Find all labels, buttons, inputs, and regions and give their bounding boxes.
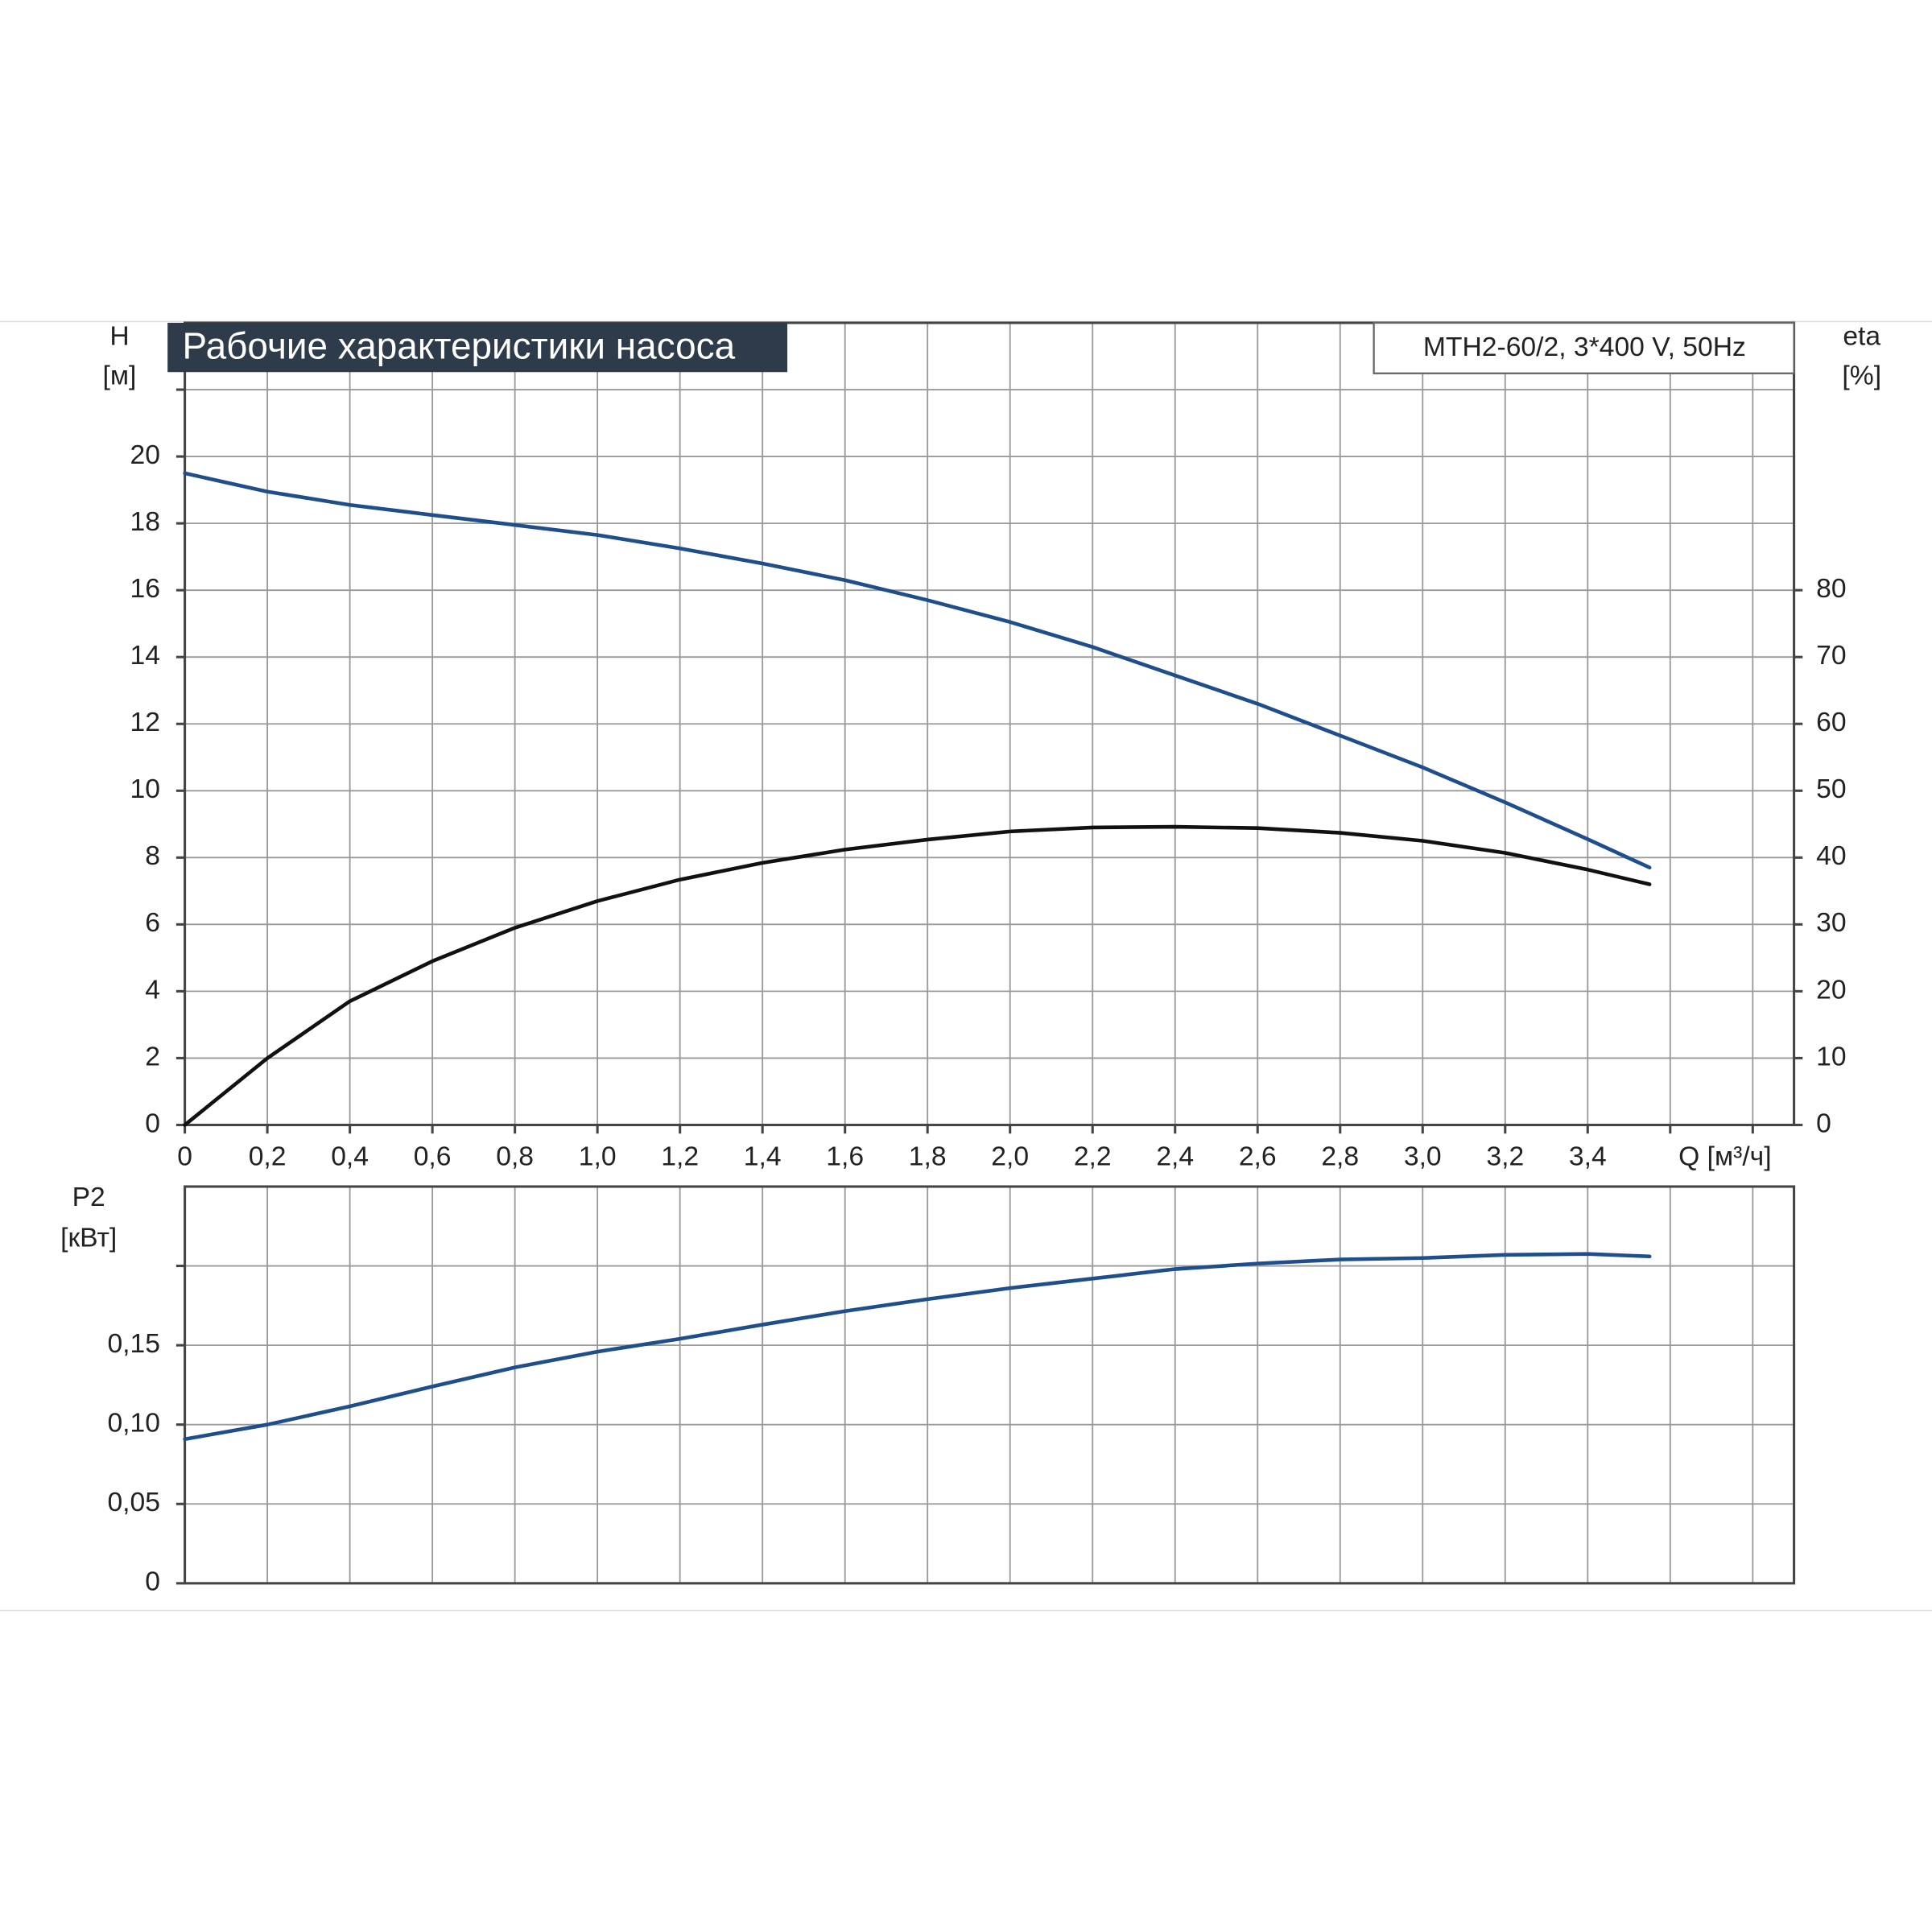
y2-tick-label: 10: [1816, 1042, 1846, 1071]
chart-title: Рабочие характеристики насоса: [183, 324, 736, 366]
chart-subtitle: MTH2-60/2, 3*400 V, 50Hz: [1423, 332, 1746, 362]
y-axis-unit: [м]: [103, 361, 137, 390]
y2-axis-unit: [%]: [1842, 361, 1881, 390]
y-tick-label: 0,15: [107, 1329, 160, 1359]
x-tick-label: 1,4: [744, 1142, 782, 1172]
plot-frame: [184, 321, 1796, 1126]
x-tick-label: 0,8: [496, 1142, 534, 1172]
x-tick-label: 1,6: [826, 1142, 864, 1172]
y2-tick-label: 0: [1816, 1108, 1831, 1138]
curve: [183, 824, 1652, 1127]
y-tick-label: 14: [130, 641, 160, 671]
y2-tick-label: 40: [1816, 841, 1846, 871]
title-box: [167, 323, 788, 373]
y2-tick-label: 70: [1816, 641, 1846, 671]
x-tick-label: 1,2: [661, 1142, 699, 1172]
x-tick-label: 0,6: [414, 1142, 452, 1172]
x-tick-label: 2,4: [1156, 1142, 1194, 1172]
x-tick-label: 2,6: [1239, 1142, 1277, 1172]
curve: [183, 471, 1652, 869]
x-tick-label: 3,0: [1404, 1142, 1442, 1172]
x-tick-label: 0,2: [249, 1142, 287, 1172]
subtitle-box: [1373, 321, 1795, 374]
y2-tick-label: 20: [1816, 975, 1846, 1005]
y-tick-label: 20: [130, 440, 160, 470]
x-tick-label: 1,8: [909, 1142, 947, 1172]
y-tick-label: 2: [145, 1042, 160, 1071]
y-axis-label: H: [109, 321, 129, 351]
x-tick-label: 2,2: [1074, 1142, 1112, 1172]
x-tick-label: 1,0: [579, 1142, 617, 1172]
y-tick-label: 12: [130, 708, 160, 737]
x-tick-label: 0: [177, 1142, 192, 1172]
y-tick-label: 0: [145, 1567, 160, 1597]
y-tick-label: 10: [130, 774, 160, 804]
y-tick-label: 16: [130, 574, 160, 604]
x-tick-label: 2,0: [991, 1142, 1029, 1172]
y-tick-label: 6: [145, 908, 160, 938]
curve: [183, 1252, 1652, 1442]
y-tick-label: 0: [145, 1108, 160, 1138]
y-tick-label: 18: [130, 507, 160, 537]
y-tick-label: 8: [145, 841, 160, 871]
y-axis-label: P2: [72, 1183, 105, 1212]
y-tick-label: 0,05: [107, 1488, 160, 1517]
y-tick-label: 0,10: [107, 1409, 160, 1439]
y2-tick-label: 80: [1816, 574, 1846, 604]
y2-tick-label: 50: [1816, 774, 1846, 804]
y-axis-unit: [кВт]: [60, 1224, 117, 1253]
plot-frame: [184, 1185, 1796, 1585]
y2-axis-label: eta: [1843, 321, 1880, 351]
x-tick-label: 0,4: [331, 1142, 369, 1172]
x-tick-label: 3,2: [1486, 1142, 1524, 1172]
x-tick-label: 2,8: [1321, 1142, 1359, 1172]
y2-tick-label: 30: [1816, 908, 1846, 938]
y-tick-label: 4: [145, 975, 160, 1005]
x-axis-label: Q [м³/ч]: [1678, 1142, 1771, 1172]
x-tick-label: 3,4: [1569, 1142, 1607, 1172]
y2-tick-label: 60: [1816, 708, 1846, 737]
